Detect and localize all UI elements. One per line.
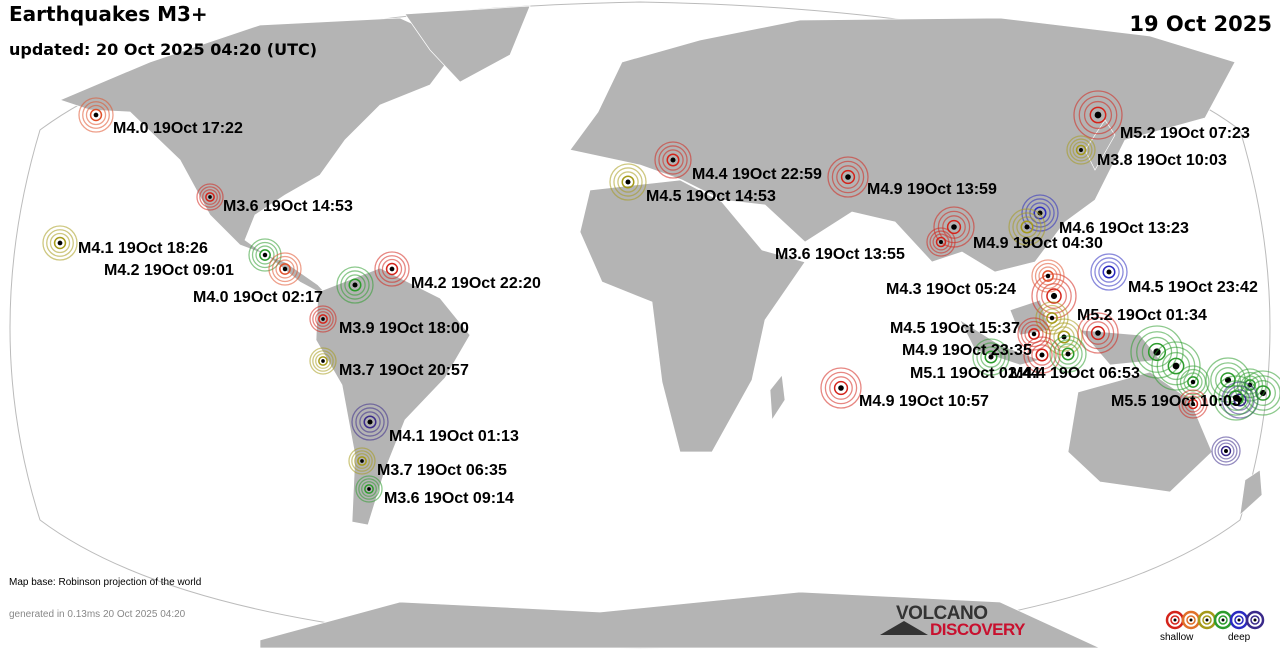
earthquake-marker[interactable] [78,97,114,133]
earthquake-marker[interactable] [1213,375,1259,421]
earthquake-label[interactable]: M4.1 19Oct 18:26 [78,240,208,257]
earthquake-label[interactable]: M5.5 19Oct 10:03 [1111,393,1241,410]
earthquake-label[interactable]: M4.2 19Oct 22:20 [411,275,541,292]
earthquake-label[interactable]: M3.6 19Oct 09:14 [384,490,514,507]
earthquake-marker[interactable] [348,447,376,475]
earthquake-marker[interactable] [1066,135,1096,165]
earthquake-marker[interactable] [926,227,956,257]
earthquake-label[interactable]: M4.4 19Oct 22:59 [692,166,822,183]
earthquake-label[interactable]: M4.2 19Oct 09:01 [104,262,234,279]
madagascar [769,374,786,422]
earthquake-label[interactable]: M3.9 19Oct 18:00 [339,320,469,337]
earthquake-marker[interactable] [248,238,282,272]
logo-line2: DISCOVERY [930,620,1026,639]
earthquake-marker[interactable] [1031,273,1077,319]
earthquake-marker[interactable] [827,156,869,198]
legend-depth-ring [1229,610,1249,630]
earthquake-marker[interactable] [1211,436,1241,466]
updated-timestamp: updated: 20 Oct 2025 04:20 (UTC) [9,40,318,59]
eurasia [569,17,1236,273]
earthquake-label[interactable]: M4.9 19Oct 13:59 [867,181,997,198]
earthquake-marker[interactable] [1233,368,1267,402]
earthquake-marker[interactable] [374,251,410,287]
earthquake-label[interactable]: M4.1 19Oct 01:13 [389,428,519,445]
volcano-discovery-logo[interactable]: VOLCANO DISCOVERY [880,603,1040,643]
earthquake-marker[interactable] [1178,389,1208,419]
earthquake-label[interactable]: M4.0 19Oct 02:17 [193,289,323,306]
earthquake-marker[interactable] [196,183,224,211]
earthquake-label[interactable]: M4.4 19Oct 06:53 [1010,365,1140,382]
legend-shallow: shallow [1160,632,1194,643]
earthquake-marker[interactable] [654,141,692,179]
earthquake-marker[interactable] [1176,365,1210,399]
earthquake-label[interactable]: M4.9 19Oct 10:57 [859,393,989,410]
logo-line1: VOLCANO [896,603,988,624]
earthquake-marker[interactable] [972,338,1010,376]
earthquake-label[interactable]: M3.7 19Oct 06:35 [377,462,507,479]
earthquake-label[interactable]: M4.3 19Oct 05:24 [886,281,1016,298]
earthquake-marker[interactable] [1008,208,1046,246]
legend-depth-ring [1245,610,1265,630]
earthquake-marker[interactable] [355,475,383,503]
legend-depth-ring [1197,610,1217,630]
earthquake-marker[interactable] [1077,312,1119,354]
map-title: Earthquakes M3+ [9,2,208,26]
earthquake-marker[interactable] [42,225,78,261]
australia [1067,371,1213,493]
earthquake-label[interactable]: M4.9 19Oct 23:35 [902,342,1032,359]
earthquake-label[interactable]: M4.0 19Oct 17:22 [113,120,243,137]
earthquake-label[interactable]: M5.1 19Oct 02:44 [910,365,1040,382]
generated-note: generated in 0.13ms 20 Oct 2025 04:20 [9,609,186,620]
south-america [315,267,471,526]
earthquake-marker[interactable] [1151,341,1201,391]
legend-depth-ring [1181,610,1201,630]
map-base-note: Map base: Robinson projection of the wor… [9,577,202,588]
earthquake-label[interactable]: M5.2 19Oct 07:23 [1120,125,1250,142]
earthquake-marker[interactable] [820,367,862,409]
earthquake-label[interactable]: M4.5 19Oct 15:37 [890,320,1020,337]
legend-depth-ring [1165,610,1185,630]
earthquake-label[interactable]: M4.5 19Oct 14:53 [646,188,776,205]
earthquake-label[interactable]: M4.6 19Oct 13:23 [1059,220,1189,237]
earthquake-marker[interactable] [1090,253,1128,291]
earthquake-marker[interactable] [336,266,374,304]
earthquake-label[interactable]: M3.6 19Oct 13:55 [775,246,905,263]
earthquake-marker[interactable] [309,305,337,333]
earthquake-marker[interactable] [309,347,337,375]
earthquake-marker[interactable] [351,403,389,441]
earthquake-label[interactable]: M5.2 19Oct 01:34 [1077,307,1207,324]
map-date: 19 Oct 2025 [1129,12,1272,36]
earthquake-marker[interactable] [609,163,647,201]
earthquake-label[interactable]: M3.8 19Oct 10:03 [1097,152,1227,169]
earthquake-label[interactable]: M4.5 19Oct 23:42 [1128,279,1258,296]
africa [579,179,806,453]
earthquake-marker[interactable] [1049,335,1087,373]
earthquake-label[interactable]: M3.7 19Oct 20:57 [339,362,469,379]
earthquake-marker[interactable] [1031,259,1065,293]
legend-depth-ring [1213,610,1233,630]
volcano-icon [880,621,928,635]
depth-legend-rings [1165,610,1265,630]
legend-deep: deep [1228,632,1251,643]
earthquake-marker[interactable] [1073,90,1123,140]
greenland [404,5,531,83]
earthquake-label[interactable]: M4.9 19Oct 04:30 [973,235,1103,252]
depth-legend: shallow deep [1158,608,1268,648]
new-zealand [1239,469,1263,516]
earthquake-label[interactable]: M3.6 19Oct 14:53 [223,198,353,215]
earthquake-marker[interactable] [268,252,302,286]
earthquake-marker[interactable] [1023,336,1061,374]
